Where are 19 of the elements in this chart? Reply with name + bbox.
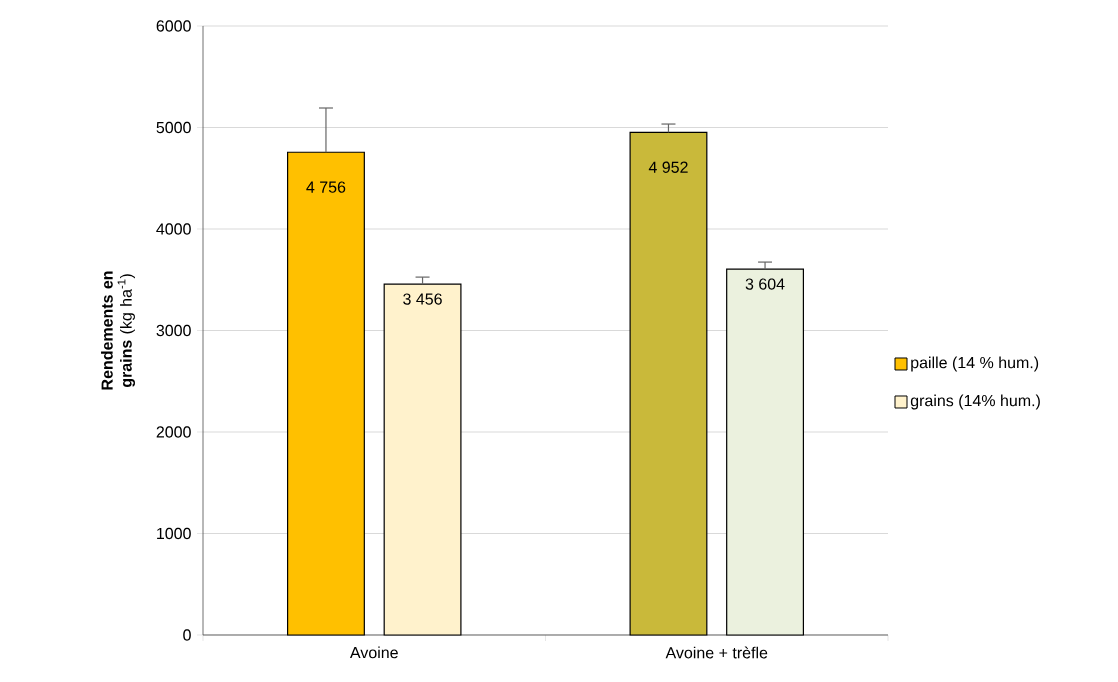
y-tick-label: 5000: [156, 121, 191, 134]
data-label: 3 456: [403, 293, 442, 305]
legend-label: grains (14% hum.): [910, 394, 1040, 410]
y-tick-label: 1000: [157, 527, 191, 540]
data-label: 4 952: [648, 161, 688, 173]
legend-label: paille (14 % hum.): [911, 356, 1039, 372]
x-tick-label: Avoine + trèfle: [665, 646, 768, 659]
bar: [726, 268, 804, 636]
y-tick-label: 6000: [156, 20, 191, 32]
bar: [383, 283, 462, 636]
data-label: 4 756: [306, 181, 346, 193]
y-tick-label: 2000: [156, 426, 191, 438]
y-tick-label: 3000: [156, 324, 191, 337]
x-tick-label: Avoine: [349, 646, 398, 659]
y-tick-label: 4000: [156, 223, 191, 235]
data-label: 3 604: [745, 278, 785, 290]
bar: [629, 131, 708, 636]
y-tick-label: 0: [183, 629, 191, 641]
bar: [287, 151, 365, 636]
